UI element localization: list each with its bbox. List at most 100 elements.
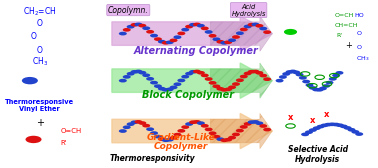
Circle shape [228, 38, 236, 42]
Circle shape [119, 32, 127, 35]
Polygon shape [112, 16, 272, 51]
Text: R': R' [61, 140, 68, 146]
Text: O: O [37, 19, 43, 28]
Text: O=CH: O=CH [334, 13, 354, 18]
Circle shape [224, 138, 232, 142]
Circle shape [201, 124, 209, 128]
Circle shape [119, 129, 127, 133]
Circle shape [119, 79, 127, 82]
Circle shape [174, 82, 181, 86]
Circle shape [248, 23, 256, 27]
Circle shape [216, 137, 225, 141]
Circle shape [181, 75, 189, 79]
Circle shape [25, 136, 42, 143]
Circle shape [201, 27, 209, 30]
Circle shape [289, 70, 297, 73]
Circle shape [305, 83, 313, 87]
Circle shape [189, 70, 197, 74]
Circle shape [189, 120, 197, 124]
Text: Block Copolymer: Block Copolymer [143, 90, 234, 100]
Circle shape [263, 77, 271, 81]
Circle shape [236, 31, 244, 35]
Circle shape [313, 126, 321, 130]
Circle shape [325, 81, 333, 85]
Circle shape [177, 32, 185, 35]
Circle shape [332, 123, 340, 126]
Text: CH$_3$: CH$_3$ [356, 54, 370, 63]
Circle shape [193, 23, 201, 26]
Circle shape [204, 77, 213, 81]
Text: CH$_3$: CH$_3$ [32, 56, 48, 68]
Circle shape [138, 71, 146, 75]
Circle shape [240, 125, 248, 129]
Circle shape [209, 81, 217, 85]
Text: Acid
Hydrolysis: Acid Hydrolysis [231, 4, 266, 17]
Circle shape [336, 123, 344, 127]
Circle shape [256, 71, 263, 75]
Circle shape [158, 40, 166, 44]
Circle shape [138, 24, 146, 28]
Circle shape [138, 121, 146, 125]
Circle shape [240, 75, 248, 78]
Circle shape [251, 70, 259, 73]
Text: x: x [324, 110, 330, 119]
Circle shape [204, 128, 213, 131]
Circle shape [166, 40, 174, 44]
Circle shape [329, 77, 337, 81]
Circle shape [193, 120, 201, 124]
Text: Selective Acid
Hydrolysis: Selective Acid Hydrolysis [288, 145, 348, 164]
Text: x: x [288, 113, 293, 122]
Circle shape [150, 34, 158, 37]
Polygon shape [210, 16, 272, 51]
Circle shape [224, 40, 232, 44]
Circle shape [299, 76, 307, 80]
Circle shape [142, 124, 150, 128]
Circle shape [276, 79, 284, 82]
Circle shape [130, 23, 139, 27]
Circle shape [189, 23, 197, 27]
Circle shape [296, 73, 304, 76]
Circle shape [123, 75, 131, 79]
Circle shape [224, 88, 232, 91]
Circle shape [259, 27, 267, 30]
Circle shape [204, 30, 213, 34]
Circle shape [185, 122, 193, 126]
Circle shape [162, 138, 170, 142]
Circle shape [162, 41, 170, 45]
Circle shape [197, 71, 205, 75]
Text: R': R' [336, 33, 342, 38]
Text: Thermoresponsivity: Thermoresponsivity [109, 154, 195, 163]
Circle shape [328, 122, 336, 126]
Circle shape [130, 70, 139, 74]
Circle shape [256, 24, 263, 28]
Circle shape [248, 70, 256, 74]
Circle shape [135, 23, 143, 26]
Circle shape [201, 74, 209, 77]
Polygon shape [112, 63, 272, 98]
Circle shape [321, 123, 328, 127]
Circle shape [316, 88, 324, 92]
Circle shape [150, 81, 158, 85]
Circle shape [22, 77, 38, 84]
Circle shape [181, 125, 189, 129]
Polygon shape [210, 63, 272, 98]
Circle shape [335, 71, 344, 75]
Circle shape [244, 122, 252, 126]
Text: x: x [310, 116, 315, 125]
Circle shape [355, 132, 363, 136]
Circle shape [259, 74, 267, 77]
Text: CH$_2$=CH: CH$_2$=CH [23, 6, 56, 18]
Circle shape [282, 72, 290, 76]
Circle shape [324, 123, 332, 127]
Circle shape [170, 38, 178, 42]
Text: O: O [37, 46, 43, 55]
Polygon shape [112, 113, 272, 149]
Circle shape [220, 88, 228, 92]
Circle shape [305, 130, 313, 134]
Circle shape [244, 72, 252, 75]
Circle shape [130, 120, 139, 124]
Circle shape [166, 88, 174, 91]
Text: HO: HO [354, 13, 364, 18]
Circle shape [292, 71, 300, 74]
Circle shape [220, 41, 228, 45]
